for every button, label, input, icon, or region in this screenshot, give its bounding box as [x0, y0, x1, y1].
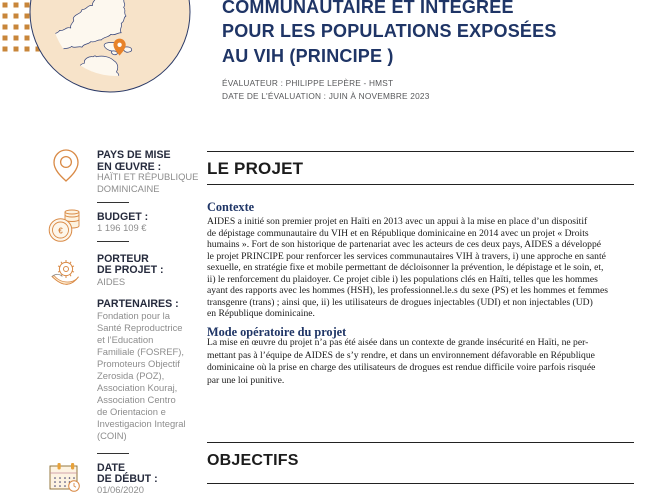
svg-text:€: € — [58, 226, 63, 236]
